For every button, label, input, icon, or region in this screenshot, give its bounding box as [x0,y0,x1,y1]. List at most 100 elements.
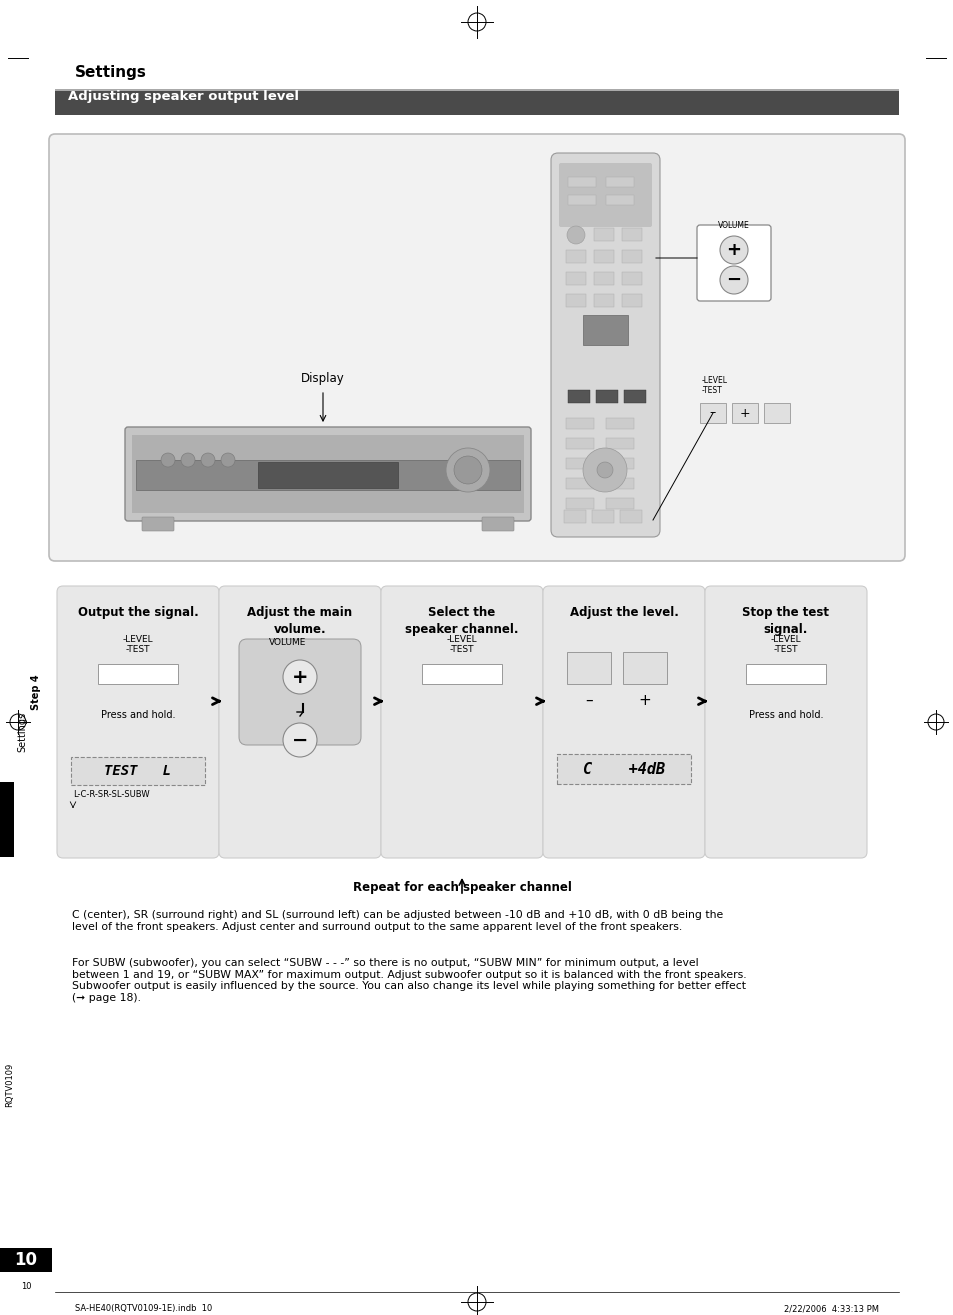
Bar [565,458,594,469]
Bar [98,664,178,684]
Bar [596,391,618,402]
FancyBboxPatch shape [697,225,770,301]
Text: Repeat for each speaker channel: Repeat for each speaker channel [353,881,571,894]
Text: -LEVEL
-TEST: -LEVEL -TEST [701,376,727,394]
Text: Adjust the level.: Adjust the level. [569,606,678,619]
Circle shape [161,452,174,467]
Text: −: − [725,271,740,289]
FancyBboxPatch shape [57,586,219,857]
Text: +: + [292,668,308,686]
Text: Adjust the main
volume.: Adjust the main volume. [247,606,353,636]
Bar [605,438,634,448]
Bar [563,510,585,523]
Bar [565,295,585,306]
Bar [619,510,641,523]
Text: L-C-R-SR-SL-SUBW: L-C-R-SR-SL-SUBW [73,790,150,800]
Text: RQTV0109: RQTV0109 [6,1063,14,1107]
Bar [700,402,725,423]
Circle shape [720,235,747,264]
Circle shape [283,723,316,757]
Circle shape [201,452,214,467]
Text: Output the signal.: Output the signal. [77,606,198,619]
Text: +: + [726,241,740,259]
Bar [565,418,594,429]
Bar [731,402,758,423]
Bar [594,295,614,306]
FancyBboxPatch shape [551,153,659,537]
Bar [557,753,690,784]
Text: Settings: Settings [75,64,147,80]
Circle shape [454,456,481,484]
FancyBboxPatch shape [481,517,514,531]
Text: Press and hold.: Press and hold. [101,710,175,721]
FancyBboxPatch shape [380,586,542,857]
Bar [0,782,14,857]
Bar [566,652,610,684]
FancyBboxPatch shape [542,586,704,857]
Bar [136,460,519,490]
Text: SA-HE40(RQTV0109-1E).indb  10: SA-HE40(RQTV0109-1E).indb 10 [75,1304,212,1312]
Text: −: − [292,731,308,750]
Bar [621,295,641,306]
Circle shape [221,452,234,467]
Text: Adjusting speaker output level: Adjusting speaker output level [68,89,298,103]
FancyBboxPatch shape [704,586,866,857]
Bar [55,91,898,114]
Bar [605,195,634,205]
Circle shape [181,452,194,467]
FancyBboxPatch shape [142,517,173,531]
Circle shape [582,448,626,492]
Bar [421,664,501,684]
Text: -LEVEL
-TEST: -LEVEL -TEST [446,635,476,654]
Bar [623,391,645,402]
Bar [132,435,523,513]
Bar [605,477,634,489]
Text: For SUBW (subwoofer), you can select “SUBW - - -” so there is no output, “SUBW M: For SUBW (subwoofer), you can select “SU… [71,959,746,1003]
Text: 10: 10 [21,1282,31,1291]
Text: C    +4dB: C +4dB [582,761,664,776]
Text: C (center), SR (surround right) and SL (surround left) can be adjusted between -: C (center), SR (surround right) and SL (… [71,910,722,931]
Text: 2/22/2006  4:33:13 PM: 2/22/2006 4:33:13 PM [783,1304,878,1312]
Circle shape [283,660,316,694]
Bar [605,178,634,187]
FancyBboxPatch shape [558,163,651,227]
Circle shape [566,226,584,245]
Bar [567,178,596,187]
Bar [605,418,634,429]
Bar [745,664,825,684]
Bar [257,462,397,488]
Bar [621,227,641,241]
Text: Settings: Settings [17,711,27,752]
Bar [565,498,594,509]
Text: 10: 10 [14,1251,37,1269]
Bar [594,227,614,241]
Text: -LEVEL
-TEST: -LEVEL -TEST [123,635,153,654]
Bar [605,458,634,469]
Bar [567,195,596,205]
Bar [582,316,627,345]
Text: -LEVEL
-TEST: -LEVEL -TEST [770,635,801,654]
Text: Step 4: Step 4 [30,675,41,710]
Bar [594,272,614,285]
Bar [567,391,589,402]
Bar [71,757,205,785]
Bar [565,477,594,489]
Text: Stop the test
signal.: Stop the test signal. [741,606,828,636]
Text: –: – [584,693,592,707]
Bar [0,1248,52,1272]
Bar [605,498,634,509]
FancyBboxPatch shape [239,639,360,746]
Text: TEST   L: TEST L [105,764,172,778]
Bar [622,652,666,684]
Bar [621,272,641,285]
Bar [565,438,594,448]
FancyBboxPatch shape [219,586,380,857]
Text: VOLUME: VOLUME [269,638,306,647]
Bar [594,250,614,263]
Text: Press and hold.: Press and hold. [748,710,822,721]
Bar [565,250,585,263]
Text: –: – [709,406,716,419]
Circle shape [720,266,747,295]
Bar [565,272,585,285]
Bar [763,402,789,423]
